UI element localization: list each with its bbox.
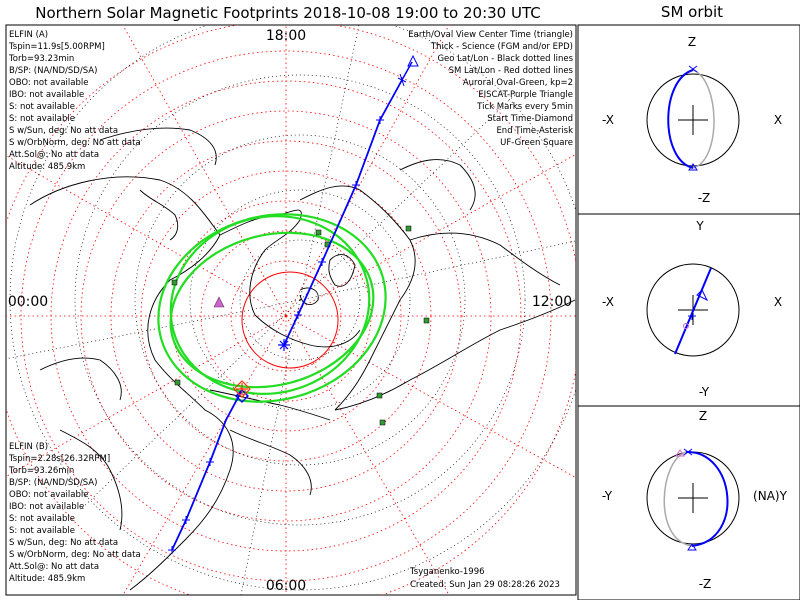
lt-top-label: 18:00 (266, 28, 306, 44)
orbit-xy-right-label: X (774, 295, 782, 309)
orbit-xz-right-label: X (774, 113, 782, 127)
elfin-a-info-line: S: not available (9, 114, 75, 124)
elfin-a-info: ELFIN (A) Tspin=11.9s[5.00RPM] Torb=93.23m… (8, 30, 141, 172)
geo-meridians (6, 25, 576, 595)
figure-title: Northern Solar Magnetic Footprints 2018-… (35, 4, 540, 22)
elfin-b-track (168, 389, 249, 554)
elfin-b-info-line: OBO: not available (9, 490, 88, 500)
orbit-title: SM orbit (661, 3, 723, 21)
elfin-a-end-asterisk (278, 339, 290, 351)
elfin-b-marker (233, 380, 251, 398)
sm-lat-circle (110, 140, 462, 492)
orbit-yz-left-label: -Y (602, 489, 613, 503)
elfin-a-info-line: Tspin=11.9s[5.00RPM] (8, 42, 105, 52)
lt-bottom-label: 06:00 (266, 578, 306, 594)
map-frame (5, 24, 577, 596)
elfin-a-track (278, 61, 413, 351)
elfin-a-info-line: S w/Sun, deg: No att data (9, 126, 118, 136)
legend-item: UF-Green Square (500, 138, 573, 148)
elfin-b-info-line: S w/Sun, deg: No att data (9, 538, 118, 548)
elfin-b-name: ELFIN (B) (9, 442, 48, 452)
elfin-a-info-line: OBO: not available (9, 78, 88, 88)
elfin-b-info-line: Altitude: 485.9km (9, 574, 85, 584)
elfin-a-name: ELFIN (A) (9, 30, 48, 40)
elfin-a-info-line: Torb=93.23min (8, 54, 74, 64)
legend-item: SM Lat/Lon - Red dotted lines (449, 66, 574, 76)
orbit-xy-top-label: Y (695, 219, 704, 233)
map-area (6, 25, 576, 595)
legend-item: Earth/Oval View Center Time (triangle) (408, 30, 573, 40)
orbit-yz-right-label: (NA)Y (753, 489, 788, 503)
legend-item: End Time-Asterisk (496, 126, 573, 136)
legend-item: Thick - Science (FGM and/or EPD) (430, 42, 573, 52)
elfin-a-info-line: S w/OrbNorm, deg: No att data (9, 138, 141, 148)
elfin-b-info-line: S: not available (9, 514, 75, 524)
orbit-xy-left-label: -X (602, 295, 614, 309)
sm-meridians (6, 25, 576, 595)
elfin-b-info-line: Att.Sol@: No att data (9, 562, 99, 572)
elfin-b-info-line: Tspin=2.28s[26.32RPM] (8, 454, 110, 464)
orbit-panel-xy: Y -Y -X X (602, 219, 782, 399)
elfin-a-info-line: IBO: not available (9, 90, 84, 100)
orbit-xz-bottom-label: -Z (698, 191, 711, 205)
orbit-xz-top-label: Z (688, 35, 696, 49)
elfin-b-info: ELFIN (B) Tspin=2.28s[26.32RPM] Torb=93.26… (8, 442, 141, 584)
elfin-b-info-line: IBO: not available (9, 502, 84, 512)
legend-item: Auroral Oval-Green, kp=2 (463, 78, 573, 88)
lt-left-label: 00:00 (8, 294, 48, 310)
elfin-a-info-line: Altitude: 485.9km (9, 162, 85, 172)
uf-green-squares (171, 225, 430, 426)
orbit-yz-bottom-label: -Z (699, 577, 712, 591)
orbit-xy-bottom-label: -Y (699, 385, 710, 399)
orbit-panel-xz: Z -Z -X X (602, 35, 782, 205)
legend-item: Start Time-Diamond (487, 114, 573, 124)
model-label: Tsyganenko-1996 (409, 567, 485, 577)
elfin-a-view-triangle (407, 54, 419, 67)
legend-item: Tick Marks every 5min (476, 102, 573, 112)
geo-lat-circles (9, 25, 576, 591)
elfin-a-info-line: Att.Sol@: No att data (9, 150, 99, 160)
lt-right-label: 12:00 (532, 294, 572, 310)
elfin-b-start-diamond (235, 389, 249, 403)
sm-inner-circle (241, 271, 339, 369)
legend-item: EISCAT-Purple Triangle (478, 90, 573, 100)
elfin-a-info-line: S: not available (9, 102, 75, 112)
map-legend: Earth/Oval View Center Time (triangle) Th… (408, 30, 573, 148)
auroral-oval-mid (157, 213, 387, 403)
elfin-b-info-line: S: not available (9, 526, 75, 536)
elfin-b-info-line: Torb=93.26min (8, 466, 74, 476)
orbit-xz-left-label: -X (602, 113, 614, 127)
elfin-a-info-line: B/SP: (NA/ND/SD/SA) (9, 66, 97, 76)
orbit-panels: Z -Z -X X Y -Y -X X (577, 24, 800, 601)
orbit-panel-yz-frame (577, 405, 800, 601)
elfin-b-info-line: S w/OrbNorm, deg: No att data (9, 550, 141, 560)
orbit-yz-top-label: Z (699, 409, 707, 423)
auroral-ovals (157, 213, 387, 403)
elfin-b-info-line: B/SP: (NA/ND/SD/SA) (9, 478, 97, 488)
sm-lat-circle (80, 110, 492, 522)
auroral-oval-outer (169, 231, 375, 389)
eiscat-triangle (213, 296, 225, 308)
legend-item: Geo Lat/Lon - Black dotted lines (437, 54, 573, 64)
sm-lat-circle (20, 50, 552, 582)
created-label: Created: Sun Jan 29 08:28:26 2023 (410, 580, 560, 590)
orbit-panel-yz: Z -Z -Y (NA)Y (602, 409, 788, 591)
